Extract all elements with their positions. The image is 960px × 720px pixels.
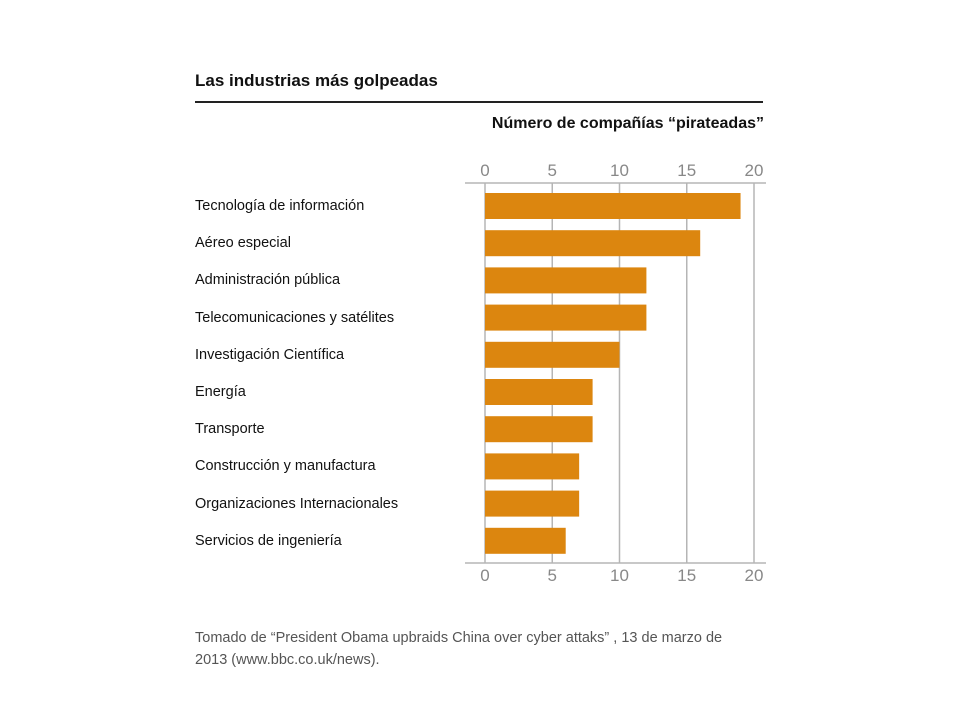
bar-6 xyxy=(485,416,593,443)
top-tick-label-0: 0 xyxy=(480,161,489,180)
bar-5 xyxy=(485,379,593,405)
category-label-6: Transporte xyxy=(195,421,265,438)
category-label-1: Aéreo especial xyxy=(195,235,291,252)
category-label-5: Energía xyxy=(195,384,246,400)
bottom-tick-label-4: 20 xyxy=(745,566,764,585)
bar-8 xyxy=(485,490,580,517)
top-tick-label-4: 20 xyxy=(745,161,764,180)
category-label-8: Organizaciones Internacionales xyxy=(195,495,399,512)
bar-7 xyxy=(485,453,580,480)
category-label-9: Servicios de ingeniería xyxy=(195,532,342,549)
bar-3 xyxy=(485,304,647,331)
bar-9 xyxy=(485,527,566,554)
bottom-tick-label-1: 5 xyxy=(548,566,557,585)
top-tick-label-3: 15 xyxy=(677,161,696,180)
bar-2 xyxy=(485,267,647,294)
bottom-tick-label-0: 0 xyxy=(480,566,489,585)
bar-1 xyxy=(485,230,701,257)
source-note: Tomado de “President Obama upbraids Chin… xyxy=(195,627,765,671)
category-label-7: Construcción y manufactura xyxy=(195,458,376,475)
chart-heading: Las industrias más golpeadas xyxy=(195,71,438,90)
top-tick-label-2: 10 xyxy=(610,161,629,180)
category-label-3: Telecomunicaciones y satélites xyxy=(195,309,395,326)
source-line-2: 2013 (www.bbc.co.uk/news). xyxy=(195,652,380,668)
category-label-0: Tecnología de información xyxy=(195,198,365,214)
source-line-1: Tomado de “President Obama upbraids Chin… xyxy=(195,630,723,646)
category-label-2: Administración pública xyxy=(195,272,341,289)
bottom-tick-label-2: 10 xyxy=(610,566,629,585)
chart-title: Número de compañías “pirateadas” xyxy=(491,115,764,132)
bottom-tick-label-3: 15 xyxy=(677,566,696,585)
bar-0 xyxy=(485,193,741,219)
top-tick-label-1: 5 xyxy=(548,161,557,180)
category-label-4: Investigación Científica xyxy=(195,346,345,363)
bar-4 xyxy=(485,341,620,368)
heading-rule xyxy=(195,101,763,103)
